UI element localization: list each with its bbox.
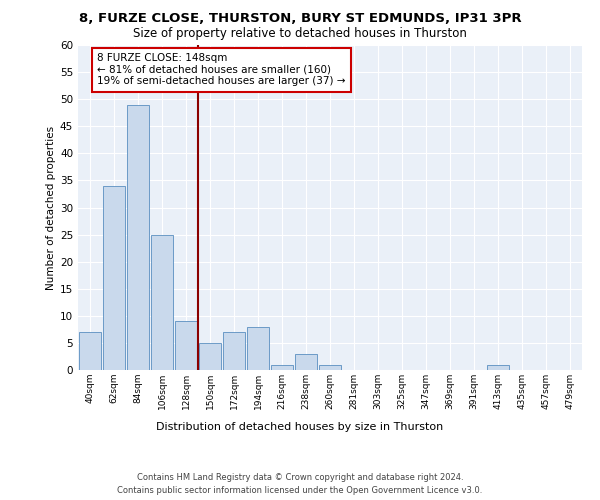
Bar — [247, 326, 269, 370]
Bar — [271, 364, 293, 370]
Y-axis label: Number of detached properties: Number of detached properties — [46, 126, 56, 290]
Bar — [319, 364, 341, 370]
Text: Distribution of detached houses by size in Thurston: Distribution of detached houses by size … — [157, 422, 443, 432]
Bar — [199, 343, 221, 370]
Bar — [79, 332, 101, 370]
Text: Contains public sector information licensed under the Open Government Licence v3: Contains public sector information licen… — [118, 486, 482, 495]
Text: 8 FURZE CLOSE: 148sqm
← 81% of detached houses are smaller (160)
19% of semi-det: 8 FURZE CLOSE: 148sqm ← 81% of detached … — [97, 53, 346, 86]
Text: 8, FURZE CLOSE, THURSTON, BURY ST EDMUNDS, IP31 3PR: 8, FURZE CLOSE, THURSTON, BURY ST EDMUND… — [79, 12, 521, 26]
Bar — [295, 354, 317, 370]
Bar — [103, 186, 125, 370]
Bar — [127, 104, 149, 370]
Bar — [151, 234, 173, 370]
Bar — [223, 332, 245, 370]
Bar — [487, 364, 509, 370]
Text: Contains HM Land Registry data © Crown copyright and database right 2024.: Contains HM Land Registry data © Crown c… — [137, 472, 463, 482]
Bar — [175, 322, 197, 370]
Text: Size of property relative to detached houses in Thurston: Size of property relative to detached ho… — [133, 28, 467, 40]
